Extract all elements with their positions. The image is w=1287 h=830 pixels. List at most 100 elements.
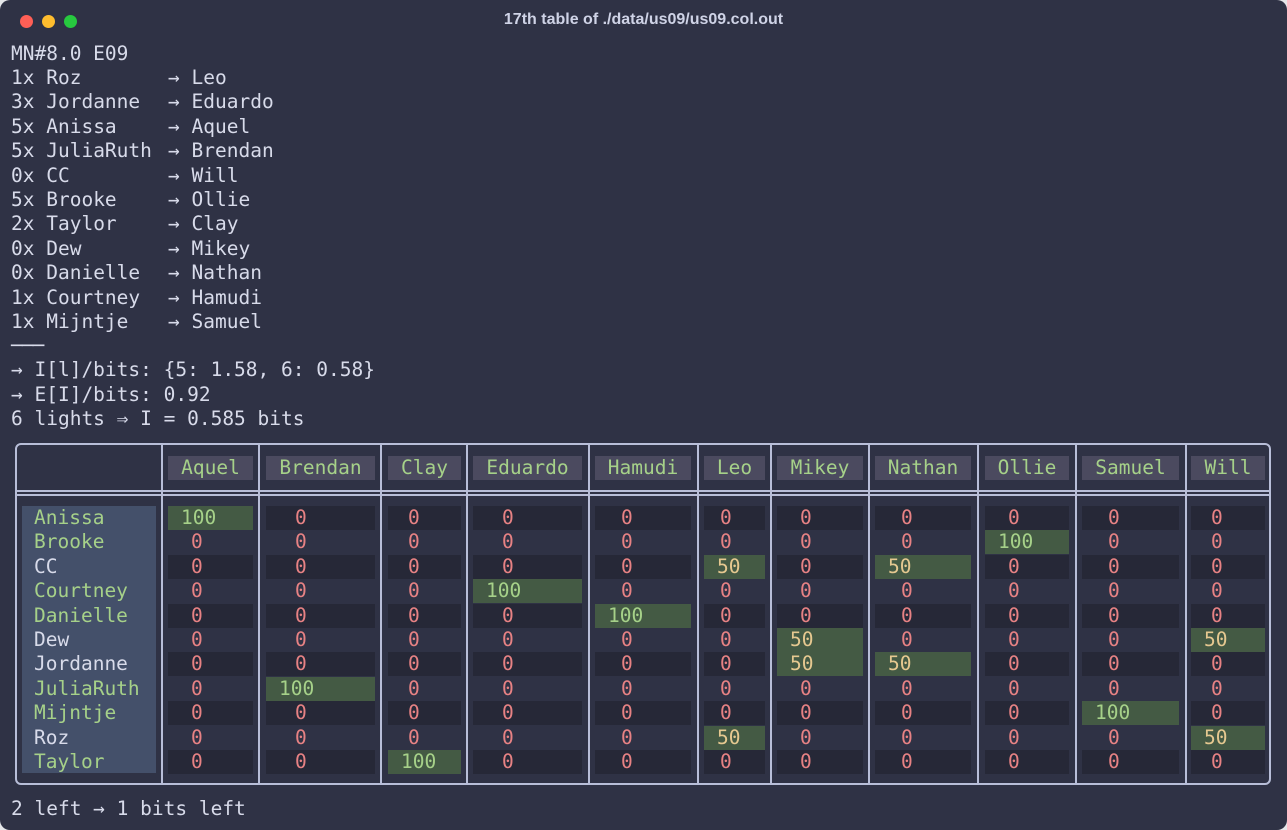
table-cell: 0 xyxy=(388,652,461,677)
minimize-window-button[interactable] xyxy=(42,15,55,28)
match-left-name: Roz xyxy=(46,66,82,89)
table-cell: 0 xyxy=(800,725,812,749)
row-header: Brooke xyxy=(34,530,105,554)
table-cell: 0 xyxy=(1082,652,1179,677)
match-left-column: 0x Dew xyxy=(11,237,168,261)
table-cell: 0 xyxy=(901,628,913,651)
match-right-name: Leo xyxy=(191,66,227,89)
table-cell: 100 xyxy=(985,530,1069,555)
match-line: 5x JuliaRuth → Brendan xyxy=(11,139,274,163)
table-cell: 0 xyxy=(621,725,633,749)
table-column-divider xyxy=(977,445,979,783)
table-cell: 50 xyxy=(704,725,765,750)
table-cell: 0 xyxy=(985,554,1069,579)
table-cell: 0 xyxy=(1191,652,1265,677)
match-line: 2x Taylor → Clay xyxy=(11,212,238,236)
row-header: Mijntje xyxy=(34,701,117,725)
table-cell: 0 xyxy=(408,628,420,651)
match-line: 0x CC → Will xyxy=(11,164,238,188)
match-right-name: Ollie xyxy=(191,188,251,211)
table-cell: 0 xyxy=(704,603,765,628)
match-count: 1x xyxy=(11,285,35,309)
table-cell: 50 xyxy=(875,554,971,579)
match-left-column: 5x Brooke xyxy=(11,188,168,212)
table-cell: 0 xyxy=(777,506,863,530)
table-cell: 0 xyxy=(168,554,253,579)
match-line: 1x Courtney → Hamudi xyxy=(11,286,262,310)
row-header: Jordanne xyxy=(34,652,128,676)
match-left-column: 5x JuliaRuth xyxy=(11,139,168,163)
match-count: 0x xyxy=(11,236,35,260)
table-cell: 0 xyxy=(295,628,307,651)
match-right-name: Samuel xyxy=(191,310,262,333)
match-right-name: Nathan xyxy=(191,261,262,285)
table-cell: 0 xyxy=(595,554,691,579)
close-window-button[interactable] xyxy=(20,15,33,28)
table-cell: 0 xyxy=(266,750,375,774)
table-cell: 0 xyxy=(704,701,765,726)
table-cell: 50 xyxy=(777,628,863,652)
match-line: 1x Mijntje → Samuel xyxy=(11,310,262,334)
table-column-divider xyxy=(1075,445,1077,783)
table-cell: 0 xyxy=(1008,725,1020,749)
table-cell: 0 xyxy=(1191,554,1265,579)
table-cell: 50 xyxy=(1191,725,1265,750)
table-cell: 50 xyxy=(1191,628,1265,652)
table-cell: 0 xyxy=(1108,725,1120,749)
table-cell: 0 xyxy=(1082,603,1179,628)
match-left-column: 0x Danielle xyxy=(11,261,168,285)
zoom-window-button[interactable] xyxy=(64,15,77,28)
match-count: 0x xyxy=(11,163,35,187)
table-cell: 0 xyxy=(502,628,514,651)
match-right-name: Aquel xyxy=(191,114,251,138)
match-arrow: → xyxy=(168,163,180,187)
table-cell: 0 xyxy=(875,701,971,726)
table-cell: 0 xyxy=(473,652,582,677)
table-cell: 0 xyxy=(777,603,863,628)
table-cell: 0 xyxy=(720,579,732,603)
match-left-column: 5x Anissa xyxy=(11,115,168,139)
table-cell: 0 xyxy=(1108,676,1120,700)
table-cell: 50 xyxy=(875,652,971,677)
row-header: Roz xyxy=(34,725,70,749)
table-cell: 0 xyxy=(388,506,461,530)
table-cell: 0 xyxy=(985,603,1069,628)
table-cell: 0 xyxy=(875,506,971,530)
table-cell: 0 xyxy=(621,676,633,700)
column-header: Leo xyxy=(704,456,765,480)
row-header: Taylor xyxy=(34,750,105,773)
table-cell: 0 xyxy=(800,676,812,700)
table-cell: 0 xyxy=(502,530,514,554)
table-cell: 100 xyxy=(473,579,582,604)
separator-line: ─── xyxy=(11,334,44,357)
table-cell: 0 xyxy=(266,506,375,530)
table-cell: 0 xyxy=(502,725,514,749)
table-cell: 0 xyxy=(473,750,582,774)
table-cell: 0 xyxy=(1108,530,1120,554)
table-column-divider xyxy=(770,445,772,783)
table-cell: 0 xyxy=(168,701,253,726)
table-column-divider xyxy=(588,445,590,783)
match-left-name: JuliaRuth xyxy=(46,139,152,163)
match-arrow: → xyxy=(168,114,180,138)
title-bar: 17th table of ./data/us09/us09.col.out xyxy=(0,0,1287,42)
table-column-divider xyxy=(466,445,468,783)
table-cell: 0 xyxy=(595,750,691,774)
table-column-divider xyxy=(161,445,163,783)
table-cell: 0 xyxy=(191,725,203,749)
probability-table xyxy=(15,443,1271,785)
match-left-column: 1x Mijntje xyxy=(11,310,168,334)
table-cell: 0 xyxy=(1191,750,1265,774)
column-header: Brendan xyxy=(266,456,375,480)
info-line-lights: 6 lights ⇒ I = 0.585 bits xyxy=(11,407,305,430)
table-column-divider xyxy=(380,445,382,783)
match-count: 5x xyxy=(11,114,35,138)
match-arrow: → xyxy=(168,236,180,260)
table-header-divider xyxy=(17,490,1269,492)
table-cell: 0 xyxy=(1108,628,1120,651)
table-cell: 0 xyxy=(1108,579,1120,603)
match-right-name: Brendan xyxy=(191,139,274,163)
table-cell: 0 xyxy=(985,750,1069,774)
column-header: Nathan xyxy=(875,456,971,480)
table-cell: 0 xyxy=(777,750,863,774)
